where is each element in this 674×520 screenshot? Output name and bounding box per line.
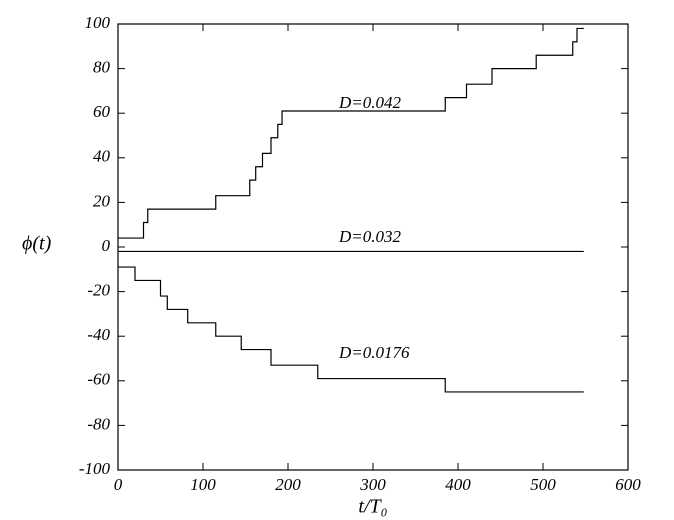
series-label: D=0.042 [338,93,401,112]
x-tick-label: 0 [114,475,123,494]
y-axis-label: ϕ(t) [22,233,52,255]
y-tick-label: 0 [102,236,111,255]
y-tick-label: -60 [87,370,110,389]
y-tick-label: 20 [93,191,111,210]
x-tick-label: 500 [530,475,556,494]
series-line [118,27,584,239]
y-tick-label: 80 [93,58,111,77]
x-tick-label: 400 [445,475,471,494]
series-line [118,266,584,393]
x-tick-label: 100 [190,475,216,494]
series-label: D=0.0176 [338,343,410,362]
series-label: D=0.032 [338,227,401,246]
y-tick-label: -80 [87,414,110,433]
y-tick-label: -100 [79,459,111,478]
x-tick-label: 200 [275,475,301,494]
y-tick-label: 60 [93,102,111,121]
plot-frame [117,23,629,471]
y-tick-label: 40 [93,147,111,166]
y-tick-label: -40 [87,325,110,344]
x-axis-label: t/T₀ [358,496,387,518]
x-tick-label: 300 [359,475,386,494]
y-tick-label: 100 [85,13,111,32]
x-tick-label: 600 [615,475,641,494]
y-tick-label: -20 [87,281,110,300]
